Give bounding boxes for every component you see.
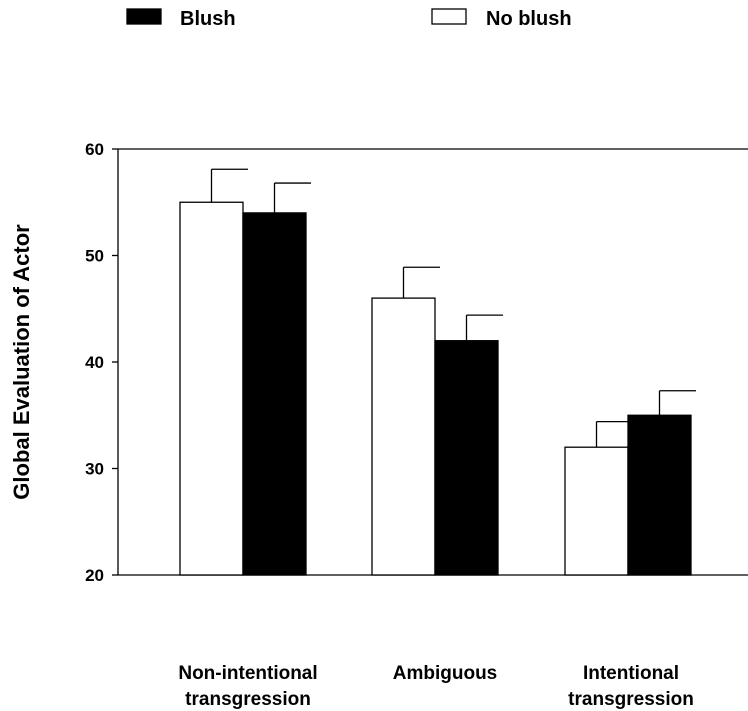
legend: Blush No blush <box>126 8 572 30</box>
y-tick-label: 30 <box>85 460 104 479</box>
y-tick-label: 60 <box>85 140 104 159</box>
legend-label-blush: Blush <box>180 8 236 30</box>
bar-no-blush-3 <box>564 446 629 576</box>
bar-no-blush-1 <box>179 201 244 576</box>
bar-blush-3 <box>627 414 692 576</box>
legend-label-no-blush: No blush <box>486 8 572 30</box>
x-tick-label: Non-intentional <box>178 663 317 684</box>
x-tick-label: transgression <box>568 689 694 710</box>
legend-swatch-blush <box>126 8 162 25</box>
x-tick-label: Intentional <box>583 663 679 684</box>
legend-swatch-no-blush <box>431 8 467 25</box>
y-tick-label: 40 <box>85 353 104 372</box>
y-axis-label: Global Evaluation of Actor <box>9 224 34 500</box>
bar-blush-2 <box>434 340 499 576</box>
y-tick-label: 50 <box>85 247 104 266</box>
bars <box>179 168 697 576</box>
bar-blush-1 <box>242 212 307 576</box>
x-tick-label: Ambiguous <box>393 663 498 684</box>
x-tick-label: transgression <box>185 689 311 710</box>
y-tick-label: 20 <box>85 566 104 585</box>
x-tick-labels: Non-intentional transgression Ambiguous Int… <box>178 663 693 710</box>
bar-no-blush-2 <box>371 297 436 576</box>
